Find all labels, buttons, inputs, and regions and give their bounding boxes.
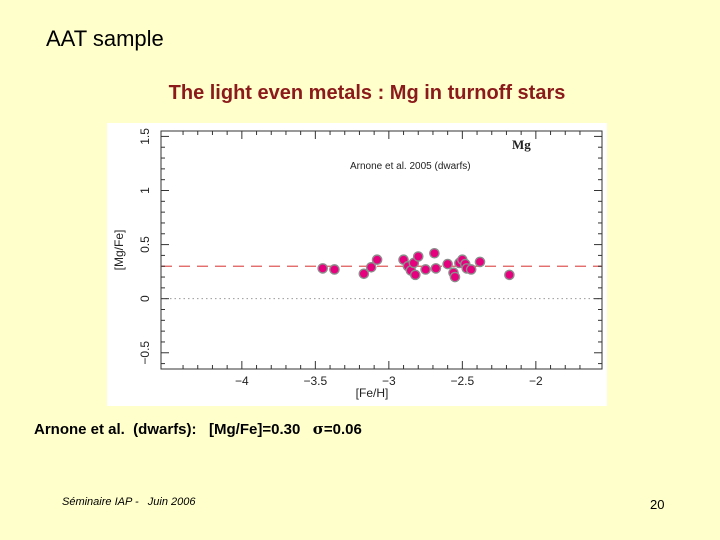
y-axis-label: [Mg/Fe] <box>112 230 126 271</box>
sigma-symbol: σ <box>312 420 324 438</box>
data-point <box>371 254 383 266</box>
x-tick-label: −4 <box>235 374 249 388</box>
data-point <box>329 264 340 275</box>
x-tick-label: −2.5 <box>450 374 474 388</box>
chart-panel: −4 −3.5 −3 −2.5 −2 −0.5 0 0.5 1 1.5 Arnone et al.… <box>107 123 607 406</box>
y-tick-label: 0 <box>138 295 152 302</box>
data-point <box>412 251 424 262</box>
y-tick-label: 1.5 <box>138 128 152 145</box>
footer-text: Séminaire IAP - Juin 2006 <box>62 496 196 508</box>
data-point <box>365 262 377 273</box>
slide-title: AAT sample <box>46 26 164 51</box>
data-point <box>474 256 486 268</box>
element-label: Mg <box>512 137 531 152</box>
data-point <box>465 264 477 275</box>
x-tick-label: −3.5 <box>303 374 327 388</box>
caption-prefix: Arnone et al. (dwarfs): [Mg/Fe]=0.30 <box>34 421 313 438</box>
data-point <box>504 269 515 281</box>
data-point <box>449 271 461 283</box>
x-tick-label: −2 <box>529 374 543 388</box>
x-axis-label: [Fe/H] <box>356 386 389 400</box>
slide-subtitle: The light even metals : Mg in turnoff st… <box>168 82 566 104</box>
x-tick-label: −3 <box>382 374 396 388</box>
data-point <box>442 258 453 270</box>
plot-frame <box>160 130 603 370</box>
data-point <box>410 269 421 281</box>
data-point <box>429 247 440 259</box>
sigma-value: =0.06 <box>323 421 362 438</box>
y-tick-label: 0.5 <box>138 236 152 253</box>
y-tick-label: 1 <box>138 187 152 194</box>
page-number: 20 <box>650 497 665 512</box>
data-point <box>430 263 442 274</box>
data-point <box>420 264 431 275</box>
chart-annotation: Arnone et al. 2005 (dwarfs) <box>350 161 471 172</box>
data-point <box>317 263 328 274</box>
data-point <box>358 268 370 280</box>
scatter-chart: −4 −3.5 −3 −2.5 −2 −0.5 0 0.5 1 1.5 Arnone et al.… <box>112 128 603 400</box>
y-tick-label: −0.5 <box>138 341 152 365</box>
caption: Arnone et al. (dwarfs): [Mg/Fe]=0.30 σ=0… <box>34 420 362 438</box>
